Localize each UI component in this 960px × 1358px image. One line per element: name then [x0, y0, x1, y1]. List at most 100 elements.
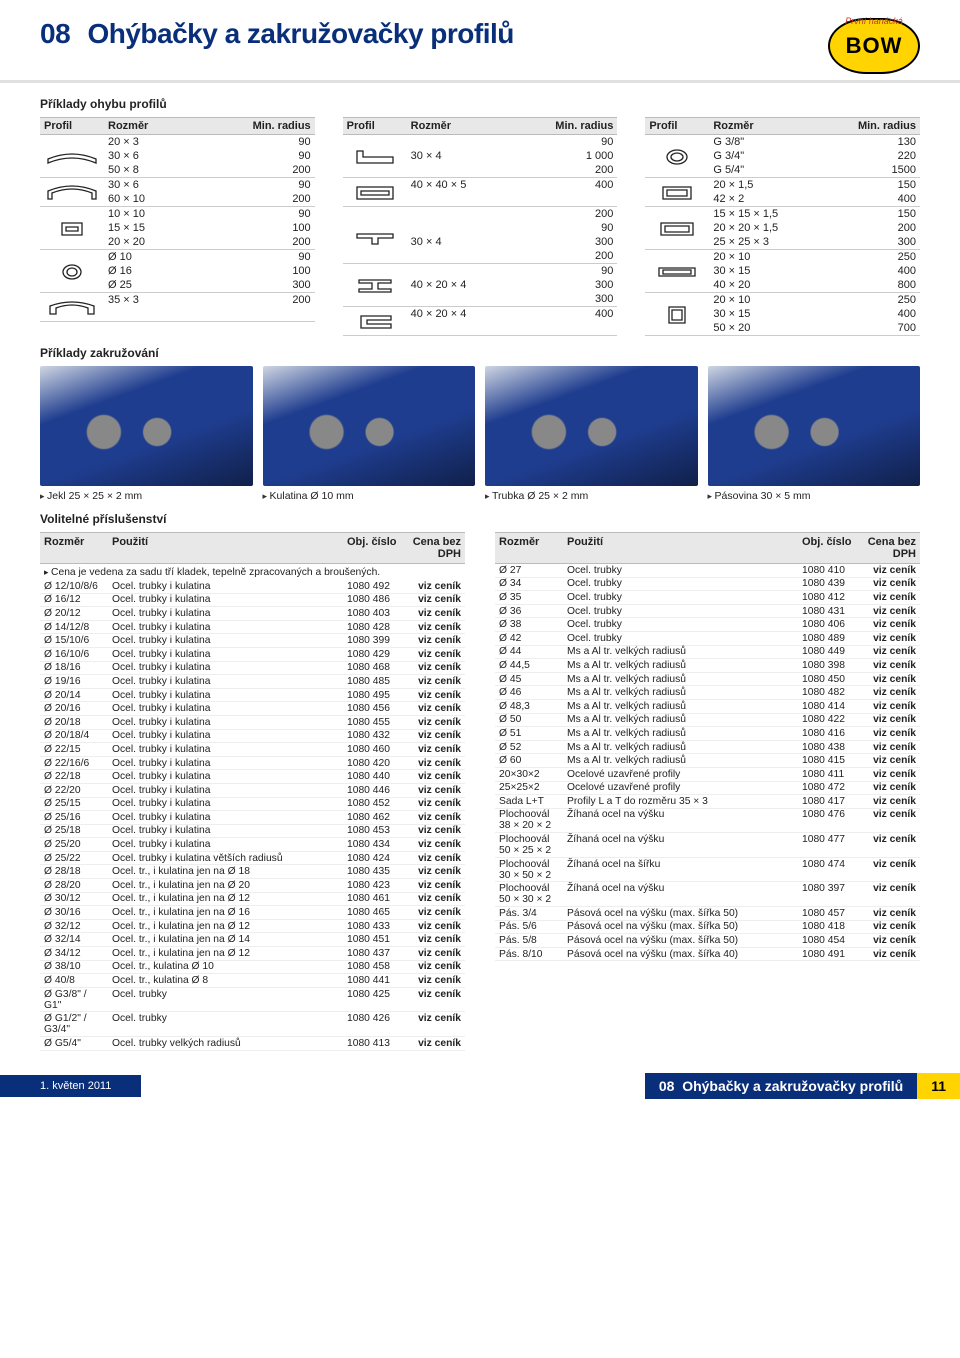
acc-size: Pás. 3/4 — [495, 907, 563, 920]
acc-row: Ø 25/20Ocel. trubky i kulatina1080 434vi… — [40, 838, 465, 852]
acc-row: Pás. 5/8Pásová ocel na výšku (max. šířka… — [495, 934, 920, 948]
section-acc-title: Volitelné příslušenství — [40, 512, 920, 526]
acc-hdr-pouziti: Použití — [563, 533, 798, 563]
acc-size: Ø 38 — [495, 618, 563, 631]
profile-size: 30 × 15 — [709, 307, 850, 321]
acc-size: Ø 20/12 — [40, 607, 108, 620]
acc-use: Ocel. trubky i kulatina — [108, 689, 343, 702]
acc-use: Ocel. trubky i kulatina — [108, 607, 343, 620]
profile-icon — [44, 145, 100, 167]
acc-code: 1080 403 — [343, 607, 405, 620]
profile-radius: 200 — [245, 235, 315, 249]
acc-size: Ø G3/8" / G1" — [40, 988, 108, 1012]
profile-group: 35 × 3200 — [40, 293, 315, 322]
acc-price: viz ceník — [405, 757, 465, 770]
acc-code: 1080 432 — [343, 730, 405, 743]
acc-use: Ms a Al tr. velkých radiusů — [563, 754, 798, 767]
acc-use: Ocel. trubky i kulatina — [108, 757, 343, 770]
acc-price: viz ceník — [405, 974, 465, 987]
acc-row: Ø 19/16Ocel. trubky i kulatina1080 485vi… — [40, 675, 465, 689]
acc-size: Ø 20/18 — [40, 716, 108, 729]
profile-icon-cell — [40, 293, 104, 321]
acc-row: Ø G1/2" / G3/4"Ocel. trubky1080 426viz c… — [40, 1012, 465, 1037]
acc-size: Ø G5/4" — [40, 1037, 108, 1050]
acc-use: Ocel. trubky i kulatina — [108, 580, 343, 593]
acc-row: Ø 25/15Ocel. trubky i kulatina1080 452vi… — [40, 798, 465, 812]
acc-row: Ø 27Ocel. trubky1080 410viz ceník — [495, 564, 920, 578]
profile-icon-cell — [343, 264, 407, 306]
acc-price: viz ceník — [405, 906, 465, 919]
acc-price: viz ceník — [860, 686, 920, 699]
acc-code: 1080 433 — [343, 920, 405, 933]
acc-row: Ø 40/8Ocel. tr., kulatina Ø 81080 441viz… — [40, 974, 465, 988]
profile-icon-cell — [40, 207, 104, 249]
profile-data-row: 10 × 1090 — [104, 207, 315, 221]
profile-icon-cell — [645, 293, 709, 335]
profile-data-row: G 5/4"1500 — [709, 163, 920, 177]
profile-data-row: 15 × 15100 — [104, 221, 315, 235]
profile-radius: 200 — [547, 249, 617, 263]
profile-size — [407, 207, 548, 221]
acc-code: 1080 462 — [343, 811, 405, 824]
profile-radius: 200 — [547, 207, 617, 221]
acc-hdr-cena: Cena bez DPH — [405, 533, 465, 563]
acc-use: Ocel. trubky i kulatina — [108, 675, 343, 688]
acc-row: Ø 36Ocel. trubky1080 431viz ceník — [495, 605, 920, 619]
profile-radius: 100 — [245, 221, 315, 235]
acc-size: Ø 50 — [495, 714, 563, 727]
acc-use: Žíhaná ocel na výšku — [563, 882, 798, 906]
section-zakruz-title: Příklady zakružování — [40, 346, 920, 360]
profile-hdr-rozmer: Rozměr — [407, 118, 548, 134]
logo-brand: BOW — [846, 33, 903, 59]
acc-row: Ø 20/18Ocel. trubky i kulatina1080 455vi… — [40, 716, 465, 730]
acc-row: Plochoovál 38 × 20 × 2Žíhaná ocel na výš… — [495, 809, 920, 834]
profile-size — [407, 264, 548, 278]
acc-row: Ø 51Ms a Al tr. velkých radiusů1080 416v… — [495, 727, 920, 741]
profile-group: 15 × 15 × 1,515020 × 20 × 1,520025 × 25 … — [645, 207, 920, 250]
acc-size: Ø 25/18 — [40, 825, 108, 838]
page-title: 08 Ohýbačky a zakružovačky profilů — [40, 18, 514, 50]
profile-icon — [44, 181, 100, 203]
profile-data-row: 200 — [407, 207, 618, 221]
profile-hdr-profil: Profil — [40, 118, 104, 134]
acc-price: viz ceník — [860, 934, 920, 947]
profile-group: 40 × 40 × 5400 — [343, 178, 618, 207]
acc-price: viz ceník — [405, 770, 465, 783]
zakruz-caption-3: Trubka Ø 25 × 2 mm — [485, 490, 698, 502]
profile-group: 30 × 69060 × 10200 — [40, 178, 315, 207]
acc-code: 1080 489 — [798, 632, 860, 645]
profile-icon-cell — [343, 135, 407, 177]
acc-row: Ø 20/16Ocel. trubky i kulatina1080 456vi… — [40, 702, 465, 716]
zakruz-caption-2: Kulatina Ø 10 mm — [263, 490, 476, 502]
acc-price: viz ceník — [405, 730, 465, 743]
profile-data-row: 30 × 15400 — [709, 307, 920, 321]
acc-use: Ocel. trubky i kulatina — [108, 770, 343, 783]
acc-code: 1080 451 — [343, 933, 405, 946]
acc-row: Ø 22/18Ocel. trubky i kulatina1080 440vi… — [40, 770, 465, 784]
acc-use: Ms a Al tr. velkých radiusů — [563, 714, 798, 727]
profile-size: 20 × 20 — [104, 235, 245, 249]
acc-use: Ocel. trubky i kulatina — [108, 662, 343, 675]
acc-use: Ms a Al tr. velkých radiusů — [563, 727, 798, 740]
acc-row: Ø 14/12/8Ocel. trubky i kulatina1080 428… — [40, 621, 465, 635]
acc-size: 25×25×2 — [495, 782, 563, 795]
profile-size — [407, 221, 548, 235]
acc-use: Ocel. trubky i kulatina — [108, 798, 343, 811]
acc-code: 1080 413 — [343, 1037, 405, 1050]
profile-icon — [649, 303, 705, 325]
acc-price: viz ceník — [405, 743, 465, 756]
acc-size: Ø 32/12 — [40, 920, 108, 933]
acc-size: Ø 16/12 — [40, 594, 108, 607]
profile-group: 20 × 1,515042 × 2400 — [645, 178, 920, 207]
acc-code: 1080 420 — [343, 757, 405, 770]
acc-code: 1080 460 — [343, 743, 405, 756]
profile-icon-cell — [645, 207, 709, 249]
acc-row: Ø 28/20Ocel. tr., i kulatina jen na Ø 20… — [40, 879, 465, 893]
acc-row: Ø 30/12Ocel. tr., i kulatina jen na Ø 12… — [40, 893, 465, 907]
acc-row: Ø 34/12Ocel. tr., i kulatina jen na Ø 12… — [40, 947, 465, 961]
profile-radius: 90 — [547, 135, 617, 149]
acc-code: 1080 399 — [343, 634, 405, 647]
acc-code: 1080 468 — [343, 662, 405, 675]
acc-row: Ø 50Ms a Al tr. velkých radiusů1080 422v… — [495, 714, 920, 728]
acc-size: Plochoovál 38 × 20 × 2 — [495, 809, 563, 833]
